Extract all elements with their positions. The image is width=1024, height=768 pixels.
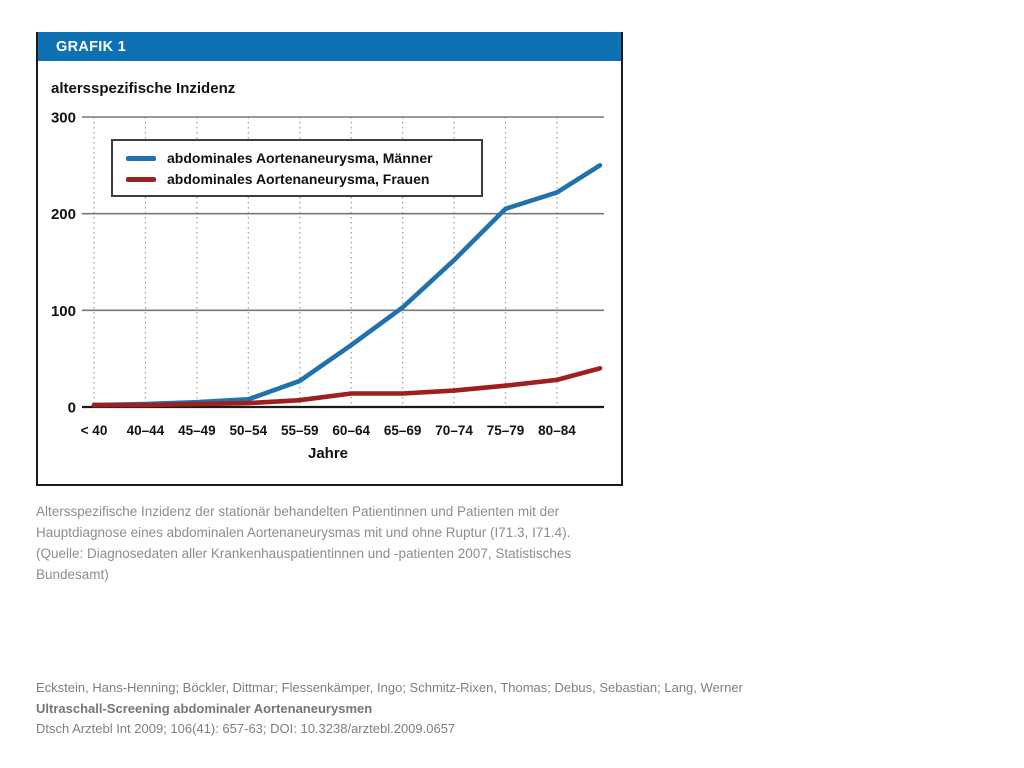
line-chart: 300 200 100 0 < 40 40–44 45–49 50–54 55–59 60–64 6…: [51, 110, 604, 462]
caption-line: Altersspezifische Inzidenz der stationär…: [36, 504, 560, 519]
x-tick-label: 45–49: [178, 423, 216, 438]
legend-item-women: abdominales Aortenaneurysma, Frauen: [126, 171, 471, 187]
x-axis-title: Jahre: [308, 445, 348, 462]
x-tick-label: 80–84: [538, 423, 576, 438]
figure-caption: Altersspezifische Inzidenz der stationär…: [36, 501, 571, 585]
x-tick-label: 60–64: [332, 423, 370, 438]
citation-authors: Eckstein, Hans-Henning; Böckler, Dittmar…: [36, 680, 743, 695]
caption-line: Hauptdiagnose eines abdominalen Aortenan…: [36, 525, 571, 540]
legend-item-men: abdominales Aortenaneurysma, Männer: [126, 150, 471, 166]
legend-label-men: abdominales Aortenaneurysma, Männer: [167, 150, 433, 166]
grafik-panel: GRAFIK 1 300 200 100 0 < 40 40–44 45–49 50–54 55…: [36, 32, 623, 486]
y-tick-label: 100: [51, 303, 76, 320]
x-tick-label: 50–54: [230, 423, 268, 438]
women-line-swatch: [126, 176, 156, 182]
x-tick-label: 75–79: [487, 423, 525, 438]
panel-header-label: GRAFIK 1: [56, 38, 127, 55]
legend-label-women: abdominales Aortenaneurysma, Frauen: [167, 171, 430, 187]
chart-area: 300 200 100 0 < 40 40–44 45–49 50–54 55–59 60–64 6…: [38, 61, 621, 482]
citation-block: Eckstein, Hans-Henning; Böckler, Dittmar…: [36, 678, 743, 740]
chart-title: altersspezifische Inzidenz: [51, 80, 236, 97]
x-tick-label: 65–69: [384, 423, 422, 438]
x-tick-label: < 40: [81, 423, 108, 438]
y-tick-label: 200: [51, 206, 76, 223]
panel-header: GRAFIK 1: [38, 32, 621, 61]
caption-line: (Quelle: Diagnosedaten aller Krankenhaus…: [36, 546, 572, 561]
chart-legend: abdominales Aortenaneurysma, Männer abdo…: [111, 139, 483, 197]
x-tick-label: 70–74: [435, 423, 473, 438]
caption-line: Bundesamt): [36, 567, 109, 582]
women-series-line: [91, 365, 603, 408]
citation-title: Ultraschall-Screening abdominaler Aorten…: [36, 700, 373, 716]
men-line-swatch: [126, 155, 156, 161]
y-tick-label: 0: [68, 400, 76, 417]
y-tick-label: 300: [51, 110, 76, 127]
men-series-line: [91, 163, 603, 408]
x-tick-label: 55–59: [281, 423, 319, 438]
x-tick-label: 40–44: [127, 423, 165, 438]
citation-reference: Dtsch Arztebl Int 2009; 106(41): 657-63;…: [36, 721, 456, 736]
